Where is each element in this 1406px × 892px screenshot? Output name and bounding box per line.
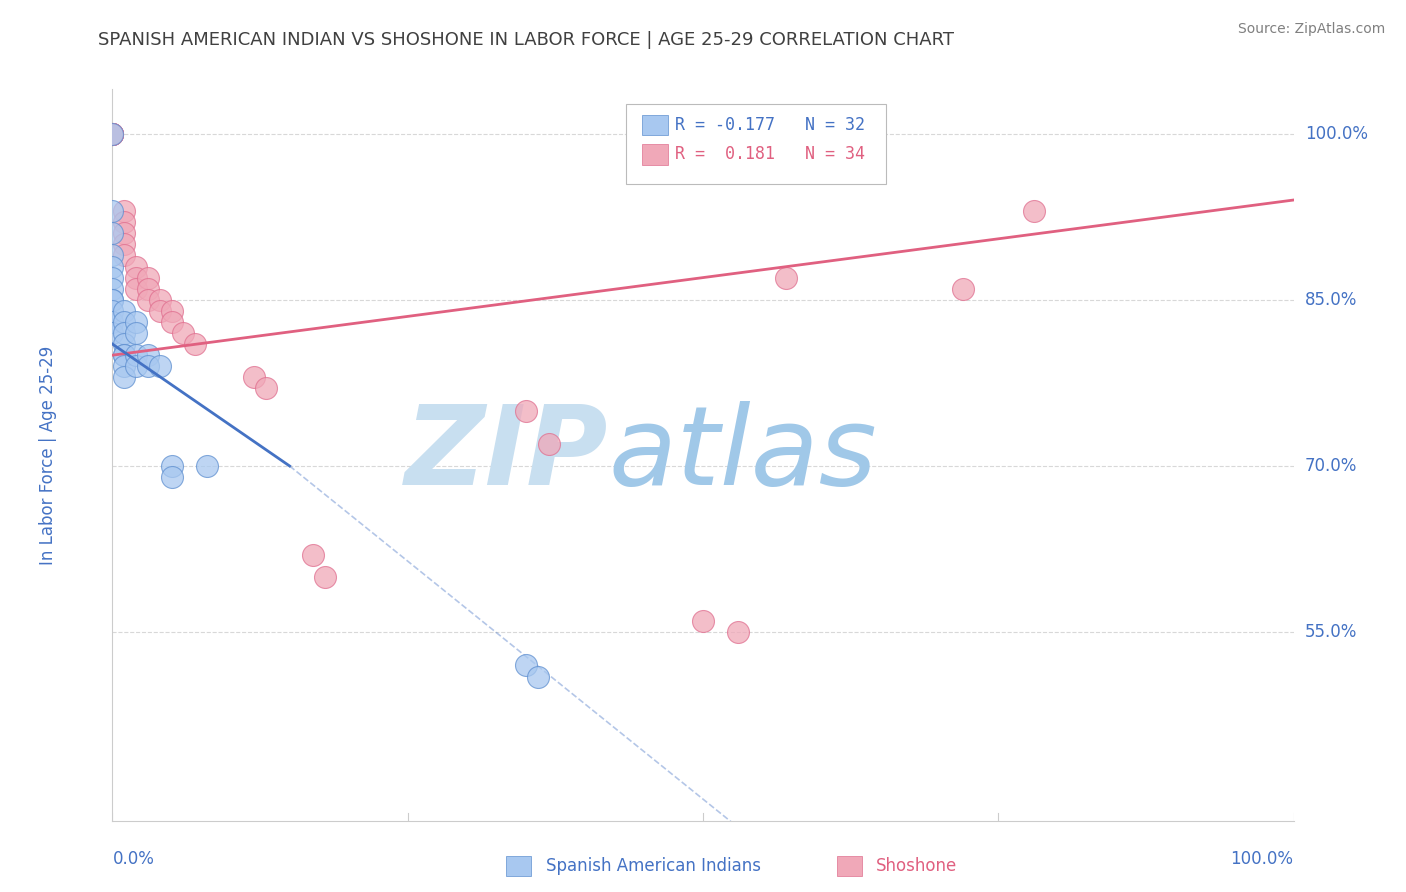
Point (125, 348, 148, 362)
Text: 55.0%: 55.0% (1305, 624, 1357, 641)
Text: 0.0%: 0.0% (112, 850, 155, 868)
Text: 85.0%: 85.0% (1305, 291, 1357, 309)
Point (727, 625, 749, 640)
Point (101, 293, 124, 307)
Text: Source: ZipAtlas.com: Source: ZipAtlas.com (1237, 22, 1385, 37)
Point (125, 270, 148, 285)
Text: In Labor Force | Age 25-29: In Labor Force | Age 25-29 (38, 345, 56, 565)
Point (112, 348, 135, 362)
Point (314, 570, 336, 584)
Point (112, 204, 135, 219)
Point (112, 248, 135, 262)
Point (125, 315, 148, 329)
Point (112, 326, 135, 340)
Point (112, 315, 135, 329)
Point (149, 359, 172, 374)
Point (775, 270, 797, 285)
Text: ZIP: ZIP (405, 401, 609, 508)
Point (101, 260, 124, 274)
Point (101, 127, 124, 141)
Point (160, 303, 183, 318)
Point (125, 282, 148, 296)
Point (692, 614, 714, 628)
Point (160, 315, 183, 329)
Point (101, 127, 124, 141)
Point (952, 282, 974, 296)
Point (149, 303, 172, 318)
Point (101, 248, 124, 262)
Point (254, 381, 277, 395)
Point (101, 303, 124, 318)
Text: 100.0%: 100.0% (1230, 850, 1294, 868)
Point (101, 270, 124, 285)
Text: R =  0.181   N = 34: R = 0.181 N = 34 (675, 145, 865, 163)
Point (112, 227, 135, 241)
Point (195, 458, 218, 473)
Point (184, 337, 207, 351)
Point (101, 127, 124, 141)
Point (125, 326, 148, 340)
Point (101, 127, 124, 141)
Point (112, 370, 135, 384)
Point (112, 303, 135, 318)
Point (172, 326, 194, 340)
Point (112, 359, 135, 374)
Point (101, 127, 124, 141)
Point (136, 270, 159, 285)
Point (112, 348, 135, 362)
Point (101, 204, 124, 219)
Point (101, 127, 124, 141)
Point (136, 282, 159, 296)
Point (101, 282, 124, 296)
Point (101, 127, 124, 141)
Point (243, 370, 266, 384)
Text: atlas: atlas (609, 401, 877, 508)
Point (112, 215, 135, 229)
Point (125, 260, 148, 274)
FancyBboxPatch shape (641, 115, 668, 136)
Point (136, 293, 159, 307)
Point (136, 359, 159, 374)
Point (136, 348, 159, 362)
Text: R = -0.177   N = 32: R = -0.177 N = 32 (675, 116, 865, 134)
Text: 100.0%: 100.0% (1305, 125, 1368, 143)
Point (1022, 204, 1045, 219)
Point (112, 237, 135, 252)
Text: Spanish American Indians: Spanish American Indians (546, 857, 761, 875)
Point (515, 658, 537, 673)
Text: Shoshone: Shoshone (876, 857, 957, 875)
Point (101, 315, 124, 329)
Point (515, 403, 537, 417)
Point (125, 359, 148, 374)
FancyBboxPatch shape (626, 103, 886, 185)
Point (101, 293, 124, 307)
Point (101, 227, 124, 241)
Point (101, 326, 124, 340)
Point (526, 669, 548, 683)
Point (149, 293, 172, 307)
FancyBboxPatch shape (641, 144, 668, 164)
Point (160, 458, 183, 473)
Point (160, 470, 183, 484)
Point (302, 548, 325, 562)
Point (112, 337, 135, 351)
Text: 70.0%: 70.0% (1305, 457, 1357, 475)
Point (538, 437, 561, 451)
Text: SPANISH AMERICAN INDIAN VS SHOSHONE IN LABOR FORCE | AGE 25-29 CORRELATION CHART: SPANISH AMERICAN INDIAN VS SHOSHONE IN L… (98, 31, 955, 49)
